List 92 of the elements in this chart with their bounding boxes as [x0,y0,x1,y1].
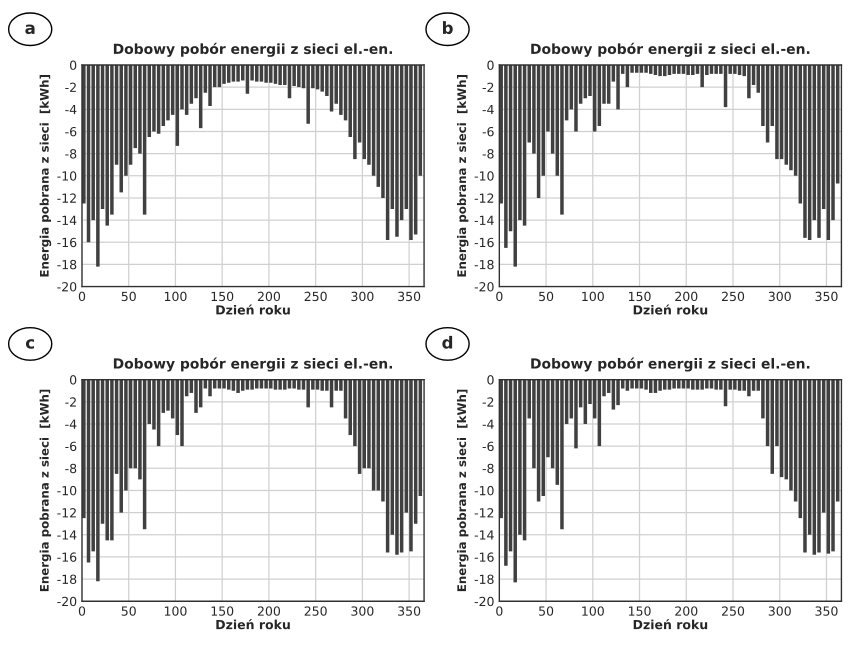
x-tick-label: 50 [122,606,136,616]
x-tick-label: 350 [815,606,838,616]
x-tick-label: 350 [398,292,420,302]
x-tick-label: 150 [212,606,234,616]
x-tick-label: 0 [496,292,502,302]
y-tick-label: -18 [474,260,494,270]
x-tick-label: 200 [258,292,280,302]
y-tick-label: -20 [57,596,76,606]
y-tick-label: -12 [57,508,76,518]
x-tick-label: 300 [768,606,791,616]
y-tick-label: -20 [474,282,494,292]
x-tick-label: 100 [582,292,604,302]
y-tick-label: -8 [65,149,76,159]
y-tick-label: -14 [57,530,76,540]
y-tick-label: -12 [474,508,494,518]
y-tick-label: -4 [482,420,494,429]
y-tick-label: -10 [57,171,76,181]
x-tick-label: 300 [768,292,791,302]
y-tick-label: -18 [474,574,494,584]
x-tick-label: 300 [351,606,374,616]
x-tick-label: 350 [815,292,838,302]
x-tick-label: 250 [304,606,327,616]
y-tick-label: -16 [474,552,494,562]
x-tick-label: 150 [628,606,651,616]
x-tick-label: 0 [78,606,86,616]
y-tick-label: -6 [482,126,494,136]
y-tick-label: -4 [65,104,76,114]
x-tick-label: 250 [304,292,327,302]
y-tick-label: -2 [65,397,76,407]
y-tick-label: -12 [474,193,494,203]
y-tick-label: 0 [70,375,76,385]
y-tick-label: -6 [65,126,76,136]
y-tick-label: -12 [57,193,76,203]
x-tick-label: 50 [539,292,554,302]
text: d [442,336,452,349]
y-tick-label: -10 [474,486,494,496]
y-tick-label: -18 [57,574,76,584]
chart-title: Dobowy pobór energii z sieci el.-en. [531,357,810,372]
x-tick-label: 350 [398,606,420,616]
y-axis-title: Energia pobrana z sieci [kWh] [40,390,52,592]
x-tick-label: 100 [582,606,604,616]
x-axis-title: Dzień roku [634,304,708,315]
y-tick-label: -8 [65,464,76,474]
text: b [442,21,453,34]
x-axis-title: Dzień roku [634,619,708,630]
y-tick-label: -2 [482,82,494,92]
x-tick-label: 200 [675,606,698,616]
x-tick-label: 0 [496,606,502,616]
y-tick-label: -2 [65,82,76,92]
y-tick-label: -14 [474,216,494,225]
y-tick-label: -4 [482,104,494,114]
x-tick-label: 50 [539,606,554,616]
y-tick-label: -10 [474,171,494,181]
y-tick-label: -2 [482,397,494,407]
text: c [26,339,34,349]
y-axis-title: Energia pobrana z sieci [kWh] [456,75,468,276]
y-tick-label: 0 [70,60,76,70]
y-tick-label: -14 [57,216,76,225]
x-tick-label: 300 [351,292,374,302]
y-tick-label: -6 [482,442,494,452]
x-tick-label: 250 [722,292,744,302]
x-tick-label: 100 [164,606,187,616]
chart-title: Dobowy pobór energii z sieci el.-en. [114,42,392,57]
y-tick-label: -20 [57,282,76,292]
y-tick-label: -4 [65,420,76,429]
y-tick-label: -10 [57,486,76,496]
y-tick-label: -16 [57,238,76,248]
x-tick-label: 150 [212,292,234,302]
y-axis-title: Energia pobrana z sieci [kWh] [456,390,468,592]
y-tick-label: 0 [487,375,494,385]
x-tick-label: 200 [675,292,698,302]
y-tick-label: -6 [65,442,76,452]
x-tick-label: 50 [122,292,136,302]
y-tick-label: -18 [57,260,76,270]
y-tick-label: -14 [474,530,494,540]
y-tick-label: -20 [474,596,494,606]
y-tick-label: -16 [57,552,76,562]
chart-title: Dobowy pobór energii z sieci el.-en. [114,357,392,372]
x-axis-title: Dzień roku [216,304,290,315]
x-tick-label: 200 [258,606,280,616]
x-tick-label: 150 [628,292,651,302]
y-tick-label: -8 [482,464,494,474]
y-tick-label: -8 [482,149,494,159]
y-tick-label: -16 [474,238,494,248]
y-tick-label: 0 [487,60,494,70]
text: a [25,24,35,34]
y-axis-title: Energia pobrana z sieci [kWh] [40,75,52,276]
x-tick-label: 100 [164,292,187,302]
chart-title: Dobowy pobór energii z sieci el.-en. [531,42,810,57]
x-tick-label: 250 [722,606,744,616]
x-tick-label: 0 [78,292,86,302]
x-axis-title: Dzień roku [216,619,290,630]
